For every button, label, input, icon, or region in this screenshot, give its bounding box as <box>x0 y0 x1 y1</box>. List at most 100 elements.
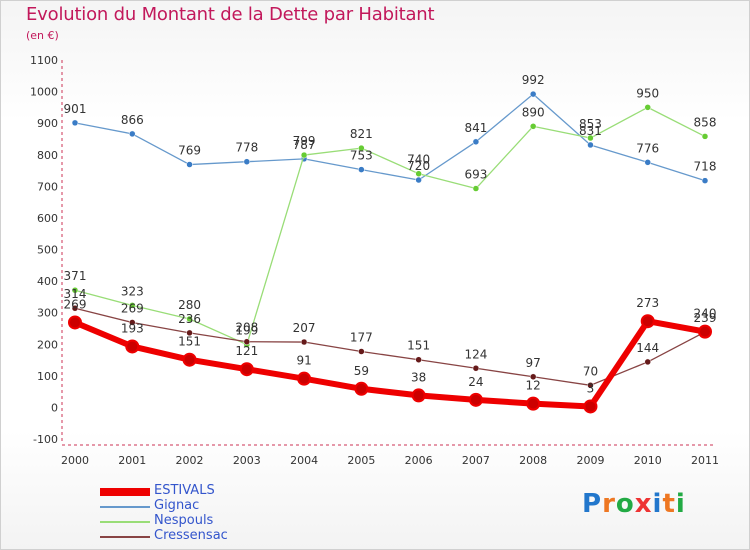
data-point <box>701 133 709 140</box>
x-tick-label: 2003 <box>233 454 261 467</box>
data-point <box>529 90 537 98</box>
logo-letter: r <box>602 489 616 519</box>
data-label: 91 <box>296 354 311 368</box>
data-label: 776 <box>636 141 659 155</box>
logo-letter: i <box>675 489 686 519</box>
data-point <box>129 302 136 309</box>
data-label: 273 <box>636 296 659 310</box>
data-label: 240 <box>694 307 717 321</box>
data-label: 144 <box>636 341 659 355</box>
x-tick-label: 2002 <box>176 454 204 467</box>
data-point <box>71 286 79 294</box>
y-tick-label: 900 <box>37 117 58 130</box>
x-tick-label: 2005 <box>347 454 375 467</box>
data-label: 992 <box>522 73 545 87</box>
data-point <box>186 161 193 168</box>
data-point <box>358 348 365 355</box>
data-label: 853 <box>579 117 602 131</box>
data-point <box>640 314 655 329</box>
data-point <box>587 141 594 149</box>
data-label: 24 <box>468 375 483 389</box>
y-tick-label: 800 <box>37 149 58 162</box>
y-tick-label: 400 <box>37 275 58 288</box>
data-point <box>300 151 308 159</box>
data-label: 151 <box>178 335 201 349</box>
data-point <box>644 358 651 366</box>
legend-label: Gignac <box>154 498 200 513</box>
data-point <box>358 144 365 152</box>
legend-swatch <box>100 521 150 523</box>
data-label: 280 <box>178 298 201 312</box>
data-label: 199 <box>235 324 258 338</box>
legend-swatch <box>100 506 150 508</box>
y-tick-label: 500 <box>37 244 58 257</box>
data-label: 193 <box>121 321 144 335</box>
chart-title: Evolution du Montant de la Dette par Hab… <box>26 4 435 25</box>
data-label: 740 <box>407 153 430 167</box>
data-point <box>415 170 422 177</box>
y-tick-label: 600 <box>37 212 58 225</box>
y-tick-label: 1000 <box>30 86 58 99</box>
data-label: 70 <box>583 364 598 378</box>
logo-letter: P <box>582 489 603 519</box>
data-point <box>644 159 651 166</box>
data-point <box>358 166 365 173</box>
logo-letter: i <box>652 489 663 519</box>
data-point <box>529 123 537 130</box>
data-label: 12 <box>526 379 541 393</box>
y-tick-label: 700 <box>37 180 58 193</box>
data-label: 3 <box>587 381 595 395</box>
data-point <box>71 119 79 127</box>
data-label: 323 <box>121 284 144 298</box>
data-label: 269 <box>121 301 144 315</box>
data-label: 787 <box>293 138 316 152</box>
x-tick-label: 2000 <box>61 454 89 467</box>
data-point <box>239 362 254 377</box>
y-tick-label: 0 <box>51 401 58 414</box>
y-tick-label: -100 <box>33 433 58 446</box>
x-tick-label: 2001 <box>118 454 146 467</box>
x-tick-label: 2010 <box>634 454 662 467</box>
legend-item: Gignac <box>100 498 300 514</box>
data-label: 841 <box>464 121 487 135</box>
y-tick-label: 100 <box>37 370 58 383</box>
data-point <box>472 185 480 192</box>
data-label: 208 <box>235 321 258 335</box>
chart-unit: (en €) <box>26 29 59 42</box>
legend-swatch <box>100 488 150 496</box>
data-label: 831 <box>579 124 602 138</box>
data-point <box>186 315 193 323</box>
legend-item: Nespouls <box>100 513 300 529</box>
data-point <box>411 388 426 403</box>
data-point <box>472 365 480 372</box>
data-point <box>526 396 541 411</box>
data-point <box>243 158 251 165</box>
data-label: 97 <box>526 356 541 370</box>
data-point <box>300 338 308 346</box>
x-tick-label: 2007 <box>462 454 490 467</box>
logo-letter: t <box>662 489 676 519</box>
data-label: 753 <box>350 149 373 163</box>
series-line <box>72 318 708 410</box>
data-label: 207 <box>293 321 316 335</box>
x-tick-label: 2009 <box>576 454 604 467</box>
data-label: 778 <box>235 141 258 155</box>
data-point <box>71 304 79 312</box>
proxiti-logo: Proxiti <box>582 489 686 519</box>
data-label: 693 <box>464 168 487 182</box>
data-point <box>297 371 312 386</box>
data-point <box>415 356 422 363</box>
data-label: 720 <box>407 159 430 173</box>
data-point <box>68 315 82 330</box>
data-point <box>587 382 594 389</box>
data-label: 821 <box>350 127 373 141</box>
data-label: 121 <box>235 344 258 358</box>
data-label: 371 <box>64 269 87 283</box>
logo-letter: o <box>615 489 635 519</box>
series-line <box>74 93 706 182</box>
data-label: 858 <box>694 115 717 129</box>
y-tick-label: 300 <box>37 307 58 320</box>
data-label: 314 <box>64 287 87 301</box>
